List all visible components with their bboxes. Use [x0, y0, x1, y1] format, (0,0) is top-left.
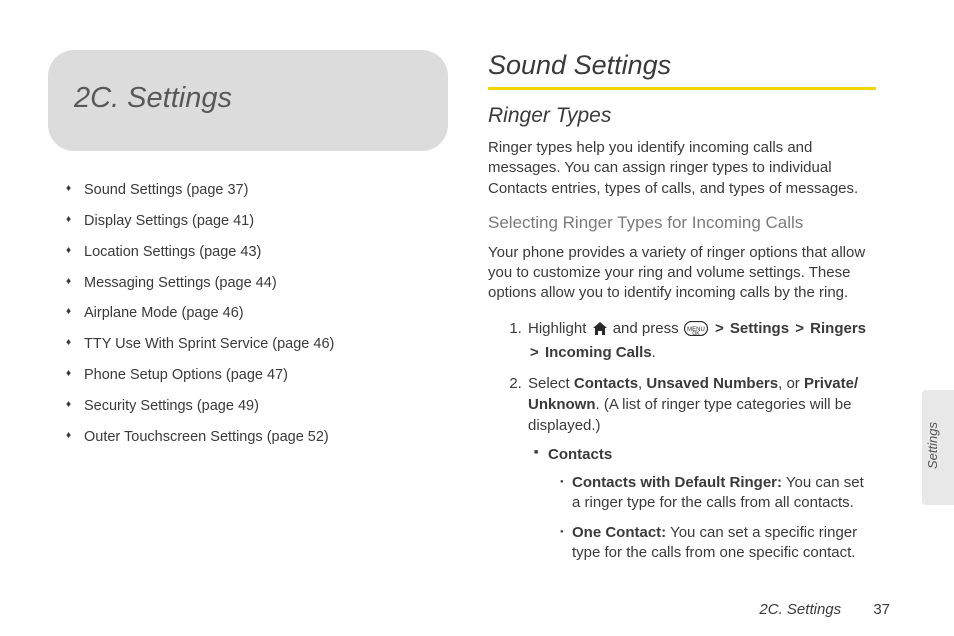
subsection-intro: Ringer types help you identify incoming … [488, 138, 876, 199]
sub-bullet2-item: One Contact: You can set a specific ring… [560, 523, 876, 564]
nav-path-item: Incoming Calls [545, 344, 652, 361]
toc-item: TTY Use With Sprint Service (page 46) [66, 335, 448, 354]
side-tab-label: Settings [925, 422, 940, 469]
toc-item: Phone Setup Options (page 47) [66, 366, 448, 385]
toc-item: Security Settings (page 49) [66, 397, 448, 416]
left-column: 2C. Settings Sound Settings (page 37) Di… [48, 50, 448, 574]
page-footer: 2C. Settings 37 [759, 601, 890, 618]
nav-path-item: Settings [730, 320, 789, 337]
side-tab: Settings [922, 390, 954, 505]
step-text: , or [778, 375, 804, 392]
ok-button-icon: MENUOK [684, 321, 708, 342]
sub-bullet-item: Contacts Contacts with Default Ringer: Y… [534, 444, 876, 564]
sub2-title: Selecting Ringer Types for Incoming Call… [488, 213, 876, 233]
chapter-header-box: 2C. Settings [48, 50, 448, 151]
nav-path-item: Ringers [810, 320, 866, 337]
toc-item: Airplane Mode (page 46) [66, 304, 448, 323]
step-item: Highlight and press MENUOK > Settings > … [526, 318, 876, 363]
bullet-label: Contacts with Default Ringer: [572, 474, 782, 491]
chevron-icon: > [528, 344, 541, 361]
toc-item: Messaging Settings (page 44) [66, 274, 448, 293]
sub2-intro: Your phone provides a variety of ringer … [488, 243, 876, 304]
step-text: . [652, 344, 656, 361]
option-label: Contacts [574, 375, 638, 392]
footer-page-number: 37 [873, 601, 890, 618]
footer-chapter: 2C. Settings [759, 601, 841, 618]
step-item: Select Contacts, Unsaved Numbers, or Pri… [526, 373, 876, 564]
subsection-title: Ringer Types [488, 104, 876, 128]
chevron-icon: > [713, 320, 726, 337]
chapter-title: 2C. Settings [74, 82, 422, 115]
bullet-label: One Contact: [572, 524, 666, 541]
option-label: Unsaved Numbers [646, 375, 778, 392]
svg-text:OK: OK [692, 331, 700, 336]
chevron-icon: > [793, 320, 806, 337]
table-of-contents: Sound Settings (page 37) Display Setting… [48, 181, 448, 447]
toc-item: Display Settings (page 41) [66, 212, 448, 231]
step-text: Highlight [528, 320, 591, 337]
sub-bullet2-item: Contacts with Default Ringer: You can se… [560, 473, 876, 514]
section-title: Sound Settings [488, 50, 876, 81]
toc-item: Sound Settings (page 37) [66, 181, 448, 200]
right-column: Sound Settings Ringer Types Ringer types… [488, 50, 906, 574]
home-icon [592, 321, 608, 342]
toc-item: Location Settings (page 43) [66, 243, 448, 262]
contacts-heading: Contacts [548, 446, 612, 463]
section-rule [488, 87, 876, 90]
steps-list: Highlight and press MENUOK > Settings > … [488, 318, 876, 564]
step-text: and press [613, 320, 683, 337]
step-text: Select [528, 375, 574, 392]
page-content: 2C. Settings Sound Settings (page 37) Di… [0, 0, 954, 574]
toc-item: Outer Touchscreen Settings (page 52) [66, 428, 448, 447]
sub-bullet2-list: Contacts with Default Ringer: You can se… [548, 473, 876, 564]
sub-bullet-list: Contacts Contacts with Default Ringer: Y… [528, 444, 876, 564]
